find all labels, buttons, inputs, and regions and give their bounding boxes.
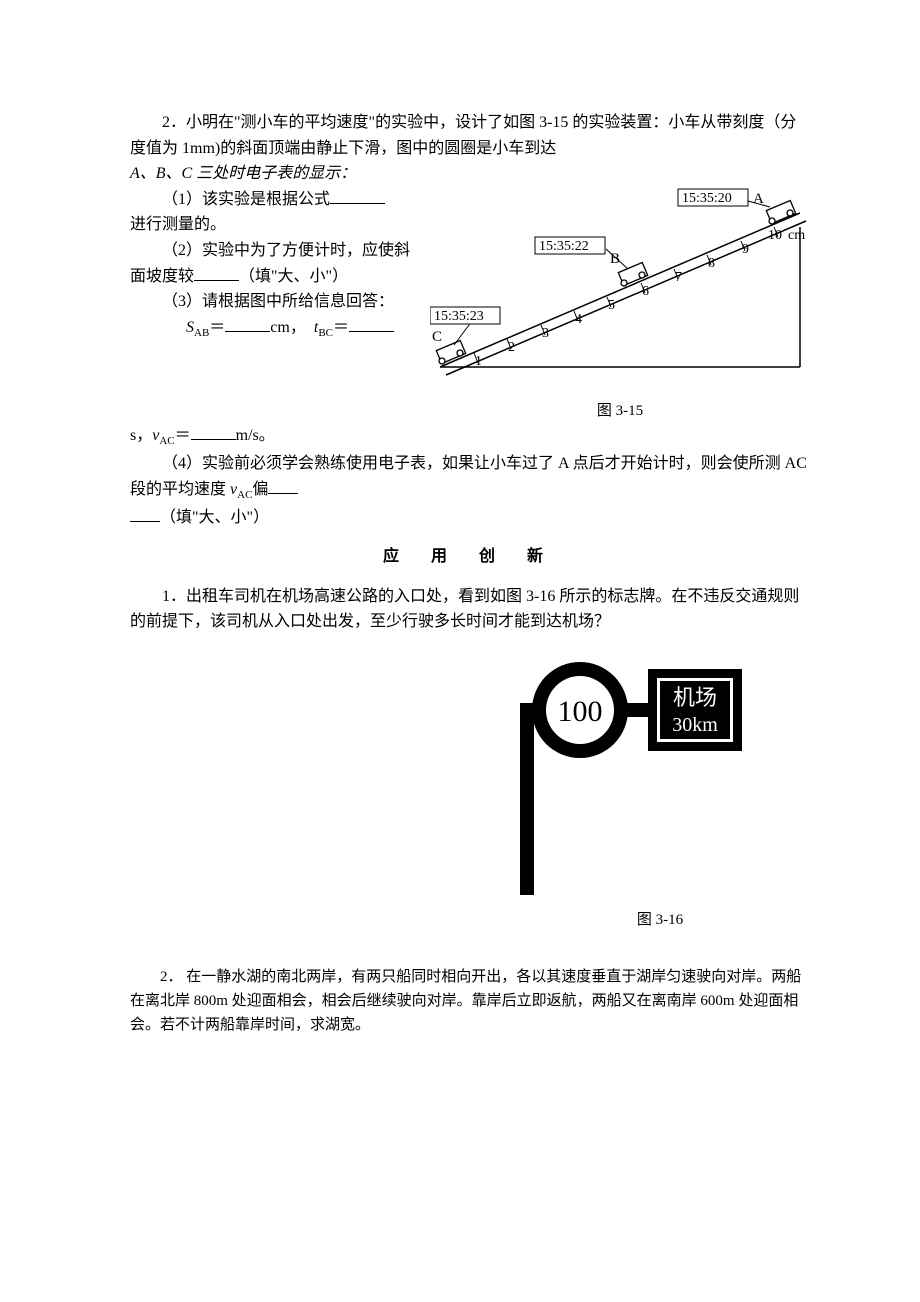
svg-text:机场: 机场: [673, 685, 717, 710]
q2-p3a: （3）请根据图中所给信息回答：: [130, 289, 420, 315]
q2-wrap: （1）该实验是根据公式 进行测量的。 （2）实验中为了方便计时，应使斜面坡度较（…: [130, 187, 810, 424]
page-root: 2．小明在"测小车的平均速度"的实验中，设计了如图 3-15 的实验装置：小车从…: [0, 0, 920, 1077]
svg-text:100: 100: [558, 695, 603, 728]
app1-text: 1．出租车司机在机场高速公路的入口处，看到如图 3-16 所示的标志牌。在不违反…: [130, 584, 810, 635]
q2-p1: （1）该实验是根据公式: [130, 187, 420, 213]
svg-text:B: B: [610, 251, 620, 267]
svg-text:cm: cm: [788, 228, 805, 243]
svg-text:1: 1: [475, 354, 482, 369]
blank-bias1: [268, 477, 298, 494]
svg-text:4: 4: [575, 312, 582, 327]
blank-slope: [194, 264, 239, 281]
section-title: 应 用 创 新: [130, 544, 810, 570]
svg-text:15:35:22: 15:35:22: [539, 239, 589, 254]
fig315-caption: 图 3-15: [430, 399, 810, 423]
svg-text:15:35:23: 15:35:23: [434, 309, 484, 324]
blank-formula: [330, 187, 385, 204]
q2-intro-line1: 2．小明在"测小车的平均速度"的实验中，设计了如图 3-15 的实验装置：小车从…: [130, 110, 810, 161]
fig315-svg: 1 2 3 4 5 6 7 8 9 10 cm: [430, 187, 810, 387]
blank-vac: [191, 423, 236, 440]
svg-text:A: A: [753, 191, 764, 207]
blank-sab: [225, 315, 270, 332]
app2-text: 2． 在一静水湖的南北两岸，有两只船同时相向开出，各以其速度垂直于湖岸匀速驶向对…: [130, 965, 810, 1037]
figure-3-15: 1 2 3 4 5 6 7 8 9 10 cm: [430, 187, 810, 424]
svg-text:30km: 30km: [672, 714, 718, 736]
svg-text:6: 6: [642, 284, 649, 299]
figure-3-16: 100 机场 30km 图 3-16: [130, 655, 750, 932]
svg-text:2: 2: [508, 340, 515, 355]
svg-text:C: C: [432, 329, 442, 345]
q2-intro-line2: A、B、C 三处时电子表的显示：: [130, 161, 810, 187]
svg-text:7: 7: [675, 270, 682, 285]
blank-bias2: [130, 505, 160, 522]
svg-text:9: 9: [742, 242, 749, 257]
fig316-caption: 图 3-16: [570, 908, 750, 932]
q2-p4: （4）实验前必须学会熟练使用电子表，如果让小车过了 A 点后才开始计时，则会使所…: [130, 451, 810, 504]
q2-p3-values: SAB＝cm， tBC＝: [130, 315, 420, 343]
fig316-svg: 100 机场 30km: [450, 655, 750, 895]
q2-p2: （2）实验中为了方便计时，应使斜面坡度较（填"大、小"）: [130, 238, 420, 289]
q2-abc: A、B、C 三处时电子表的显示：: [130, 165, 356, 182]
q2-p3-cont: s，vAC＝m/s。: [130, 423, 810, 451]
q2-left-text: （1）该实验是根据公式 进行测量的。 （2）实验中为了方便计时，应使斜面坡度较（…: [130, 187, 420, 343]
svg-text:5: 5: [608, 298, 615, 313]
svg-text:15:35:20: 15:35:20: [682, 191, 732, 206]
q2-p1b: 进行测量的。: [130, 212, 420, 238]
q2-p4b: （填"大、小"）: [130, 505, 810, 531]
blank-tbc: [349, 315, 394, 332]
svg-text:8: 8: [708, 256, 715, 271]
svg-text:3: 3: [542, 326, 549, 341]
